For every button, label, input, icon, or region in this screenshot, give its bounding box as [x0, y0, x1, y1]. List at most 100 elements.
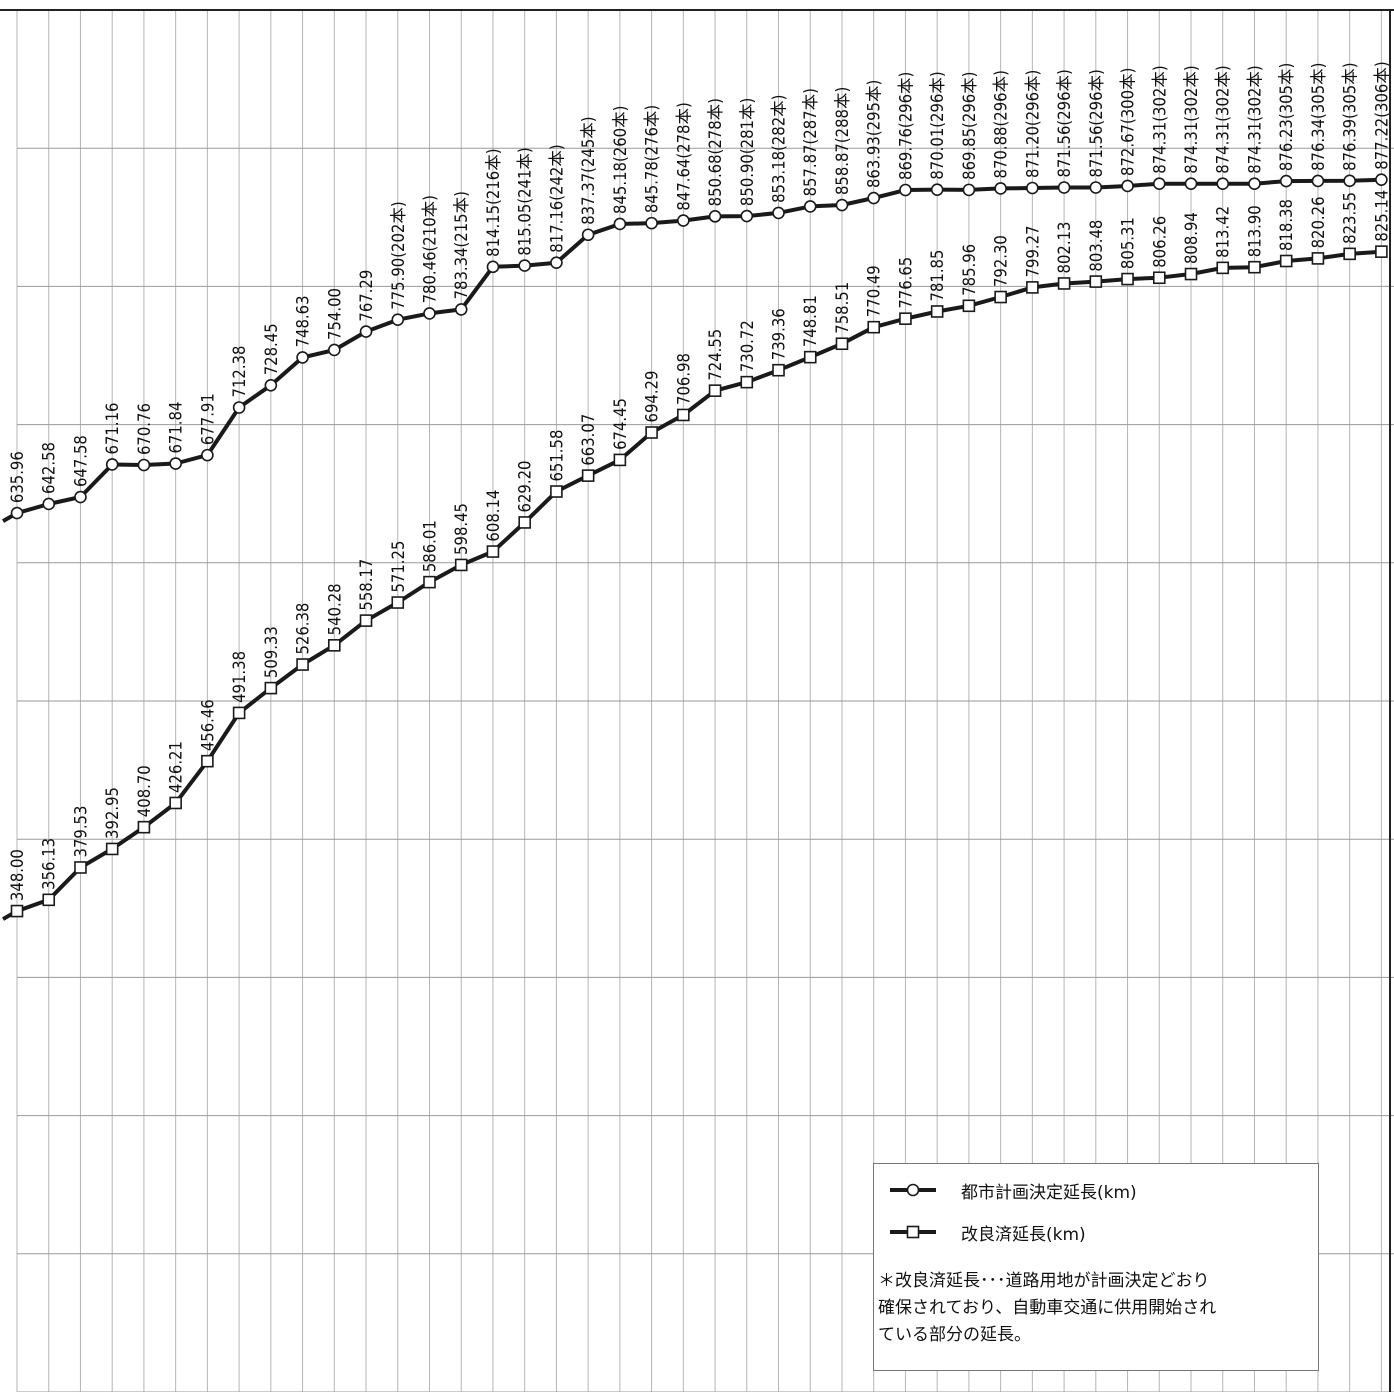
data-label-improved-length: 526.38	[294, 603, 313, 655]
data-label-improved-length: 629.20	[516, 461, 535, 513]
data-point-planned-length	[1343, 174, 1356, 188]
data-point-improved-length	[105, 842, 119, 856]
legend-item-planned-length: 都市計画決定延長(km)	[890, 1176, 1137, 1204]
data-point-improved-length	[42, 893, 56, 907]
series-line-planned-length	[2, 177, 1382, 523]
data-point-improved-length	[708, 384, 722, 397]
data-point-planned-length	[264, 378, 278, 392]
data-label-improved-length: 813.42	[1214, 206, 1233, 258]
data-label-planned-length: 815.05(241本)	[516, 147, 535, 255]
data-point-planned-length	[327, 343, 341, 357]
data-label-planned-length: 871.20(296本)	[1023, 70, 1042, 178]
data-label-planned-length: 870.01(296本)	[928, 71, 947, 179]
data-label-improved-length: 426.21	[167, 741, 186, 793]
data-label-planned-length: 748.63	[294, 295, 313, 347]
data-label-improved-length: 491.38	[230, 651, 249, 703]
data-label-improved-length: 770.49	[865, 265, 884, 317]
legend-label-planned-length: 都市計画決定延長(km)	[961, 1182, 1137, 1203]
data-point-planned-length	[645, 216, 658, 230]
data-label-planned-length: 754.00	[325, 288, 344, 340]
data-label-improved-length: 818.38	[1277, 199, 1296, 251]
data-label-planned-length: 874.31(302本)	[1150, 65, 1169, 173]
data-point-planned-length	[359, 325, 373, 338]
data-point-planned-length	[772, 206, 785, 220]
data-label-planned-length: 671.84	[167, 402, 186, 454]
data-point-improved-length	[677, 408, 690, 422]
data-label-improved-length: 379.53	[71, 806, 90, 858]
data-point-planned-length	[423, 307, 436, 320]
data-label-planned-length: 874.31(302本)	[1245, 65, 1264, 173]
data-label-planned-length: 728.45	[262, 323, 281, 375]
data-point-improved-length	[1057, 277, 1071, 290]
data-point-improved-length	[137, 820, 151, 834]
data-label-improved-length: 558.17	[357, 559, 376, 611]
data-label-planned-length: 850.90(281本)	[738, 98, 757, 206]
data-label-improved-length: 739.36	[770, 308, 789, 360]
data-point-improved-length	[1311, 252, 1325, 265]
data-label-improved-length: 509.33	[262, 626, 281, 678]
data-point-planned-length	[454, 303, 468, 316]
data-label-improved-length: 586.01	[420, 520, 439, 572]
data-point-improved-length	[581, 469, 595, 482]
data-point-improved-length	[423, 575, 436, 589]
data-point-planned-length	[137, 458, 151, 472]
data-label-planned-length: 863.93(295本)	[865, 80, 884, 188]
data-label-planned-length: 814.15(216本)	[484, 149, 503, 257]
data-label-improved-length: 805.31	[1119, 217, 1138, 269]
data-point-improved-length	[201, 754, 214, 768]
data-label-planned-length: 874.31(302本)	[1182, 65, 1201, 173]
data-point-planned-length	[962, 183, 976, 197]
data-point-improved-length	[645, 426, 658, 439]
data-point-improved-length	[899, 312, 912, 325]
data-point-planned-length	[835, 198, 849, 212]
data-point-improved-length	[962, 299, 976, 313]
data-label-planned-length: 780.46(210本)	[420, 195, 439, 303]
data-point-improved-length	[994, 290, 1007, 304]
data-point-planned-length	[613, 217, 627, 231]
data-label-planned-length: 845.78(276本)	[643, 105, 662, 213]
data-point-planned-length	[994, 182, 1007, 195]
data-label-improved-length: 799.27	[1023, 225, 1042, 277]
data-label-planned-length: 845.18(260本)	[611, 106, 630, 214]
data-label-planned-length: 870.88(296本)	[992, 70, 1011, 178]
data-label-improved-length: 456.46	[198, 699, 217, 751]
data-point-planned-length	[1121, 179, 1134, 193]
data-point-planned-length	[1248, 177, 1261, 191]
data-point-planned-length	[486, 260, 500, 274]
data-point-improved-length	[803, 350, 817, 364]
data-point-improved-length	[613, 453, 627, 467]
data-point-improved-length	[327, 639, 341, 652]
data-point-planned-length	[899, 183, 912, 197]
data-label-improved-length: 651.58	[547, 430, 566, 482]
data-label-planned-length: 642.58	[40, 442, 59, 494]
data-point-improved-length	[391, 596, 405, 609]
data-point-improved-length	[359, 614, 373, 627]
data-point-improved-length	[835, 337, 849, 351]
data-point-planned-length	[740, 209, 754, 223]
data-point-planned-length	[867, 191, 881, 205]
data-label-improved-length: 730.72	[738, 320, 757, 372]
data-point-improved-length	[772, 363, 785, 377]
legend-item-improved-length: 改良済延長(km)	[890, 1218, 1086, 1246]
data-label-planned-length: 871.56(296本)	[1055, 69, 1074, 177]
data-point-improved-length	[1343, 247, 1356, 261]
data-point-planned-length	[296, 351, 309, 364]
data-label-planned-length: 767.29	[357, 270, 376, 322]
data-label-planned-length: 677.91	[198, 393, 217, 445]
data-label-planned-length: 876.23(305本)	[1277, 63, 1296, 171]
data-label-planned-length: 853.18(282本)	[770, 95, 789, 203]
data-label-improved-length: 356.13	[40, 838, 59, 890]
data-label-improved-length: 408.70	[135, 765, 154, 817]
data-label-planned-length: 850.68(278本)	[706, 98, 725, 206]
data-label-planned-length: 817.16(242本)	[547, 144, 566, 252]
data-label-improved-length: 724.55	[706, 329, 725, 381]
data-point-improved-length	[1216, 261, 1230, 275]
chart-data-labels: 635.96 642.58 647.58 671.16 670.76 671.84 677.…	[8, 61, 1391, 901]
data-label-improved-length: 392.95	[103, 787, 122, 839]
data-label-planned-length: 712.38	[230, 346, 249, 398]
data-label-improved-length: 598.45	[452, 503, 471, 555]
legend-footnote-line-1: ＊改良済延長･･･道路用地が計画決定どおり	[878, 1271, 1210, 1291]
data-point-planned-length	[550, 256, 563, 269]
data-point-improved-length	[740, 375, 754, 389]
